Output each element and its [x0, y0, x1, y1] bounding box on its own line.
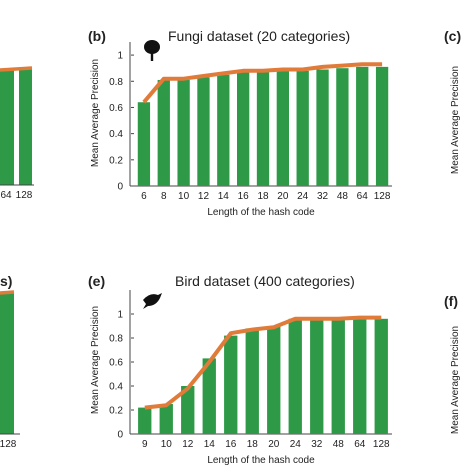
panel-b-x-tick-label: 32 — [317, 191, 329, 202]
panel-b-bar — [276, 70, 289, 186]
panel-a-bar — [19, 69, 32, 185]
panel-a-x-tick-label: 64 — [0, 190, 12, 201]
panel-b-x-tick-label: 14 — [218, 191, 230, 202]
panel-e-letter: (e) — [88, 273, 105, 289]
panel-c-y-axis-label: Mean Average Precision — [450, 66, 461, 174]
panel-e-bar — [202, 358, 216, 434]
panel-b-x-tick-label: 128 — [374, 191, 391, 202]
panel-b-bar — [316, 69, 329, 186]
panel-b-y-axis-label: Mean Average Precision — [90, 59, 101, 167]
panel-e-x-tick-label: 14 — [204, 439, 216, 450]
panel-b-bar — [375, 66, 389, 186]
panel-d-fragment: s) 128 — [0, 273, 20, 450]
panel-e-bar — [331, 318, 345, 434]
panel-e-y-axis-label: Mean Average Precision — [90, 306, 101, 414]
panel-e-title: Bird dataset (400 categories) — [175, 273, 355, 289]
panel-e-bar — [181, 386, 195, 434]
panel-b-letter: (b) — [88, 28, 106, 44]
panel-b-bar — [197, 77, 210, 186]
panel-f-fragment: (f) Mean Average Precision — [444, 293, 461, 434]
panel-e-x-tick-label: 48 — [333, 439, 345, 450]
panel-b-y-tick-label: 0.6 — [109, 103, 123, 114]
panel-b-bar — [296, 70, 309, 186]
panel-b-y-tick-label: 0.4 — [109, 129, 123, 140]
panel-d-line — [0, 290, 15, 295]
panel-e-x-tick-label: 32 — [311, 439, 323, 450]
panel-e-x-tick-label: 24 — [290, 439, 302, 450]
panel-b-y-tick-label: 0.8 — [109, 77, 123, 88]
panel-b-x-tick-label: 10 — [178, 191, 190, 202]
panel-a-fragment: 64 128 — [0, 66, 34, 201]
panel-d-bar — [0, 293, 14, 434]
panel-e-y-tick-label: 0.4 — [109, 382, 123, 393]
panel-b-x-tick-label: 16 — [238, 191, 250, 202]
panel-b-title: Fungi dataset (20 categories) — [168, 28, 350, 44]
panel-b-bar — [217, 74, 230, 186]
panel-b-x-tick-label: 48 — [337, 191, 349, 202]
panel-e-bar — [267, 326, 281, 434]
panel-e-bar — [310, 318, 324, 434]
panel-e-x-tick-label: 128 — [373, 439, 390, 450]
panel-f-letter: (f) — [444, 293, 458, 309]
panel-b-x-tick-label: 64 — [357, 191, 369, 202]
panel-e-y-tick-label: 0 — [117, 430, 123, 441]
panel-b-x-tick-label: 24 — [297, 191, 309, 202]
panel-b-bar — [336, 68, 349, 186]
panel-e-x-tick-label: 18 — [247, 439, 259, 450]
panel-e-x-tick-label: 12 — [182, 439, 194, 450]
panel-e-y-tick-label: 0.2 — [109, 406, 123, 417]
panel-e-bar — [245, 328, 259, 434]
panel-b-bar — [177, 79, 190, 186]
panel-e-bar — [374, 318, 388, 434]
panel-b: (b) Fungi dataset (20 categories) Mean A… — [88, 28, 392, 218]
panel-a-bar — [0, 69, 14, 185]
panel-b-bar — [157, 79, 170, 186]
tree-icon — [144, 40, 160, 61]
panel-d-letter: s) — [0, 273, 12, 289]
panel-a-x-tick-label: 128 — [16, 190, 33, 201]
panel-e-y-tick-label: 0.8 — [109, 334, 123, 345]
panel-b-x-tick-label: 6 — [141, 191, 147, 202]
panel-b-y-tick-label: 0.2 — [109, 155, 123, 166]
panel-e: (e) Bird dataset (400 categories) Mean A… — [88, 273, 392, 466]
panel-f-y-axis-label: Mean Average Precision — [450, 326, 461, 434]
panel-b-trend-line — [142, 62, 383, 104]
panel-b-y-tick-label: 1 — [117, 51, 123, 62]
panel-e-trend-line — [144, 315, 382, 410]
panel-e-x-tick-label: 20 — [268, 439, 280, 450]
panel-b-x-axis-label: Length of the hash code — [207, 207, 315, 218]
panel-c-fragment: (c) Mean Average Precision — [444, 28, 461, 174]
panel-b-bar — [256, 72, 270, 186]
panel-b-x-tick-label: 8 — [161, 191, 167, 202]
panel-b-x-tick-label: 12 — [198, 191, 210, 202]
panel-e-y-tick-label: 0.6 — [109, 358, 123, 369]
panel-e-x-tick-label: 64 — [354, 439, 366, 450]
panel-b-bar — [356, 66, 369, 186]
panel-b-bar — [137, 102, 151, 186]
panel-e-bar — [224, 335, 238, 434]
panel-e-bar — [138, 407, 152, 434]
panel-b-y-tick-label: 0 — [117, 182, 123, 193]
panel-b-x-tick-label: 20 — [277, 191, 289, 202]
panel-e-x-tick-label: 10 — [161, 439, 173, 450]
panel-e-y-tick-label: 1 — [117, 310, 123, 321]
panel-e-x-tick-label: 16 — [225, 439, 237, 450]
panel-a-line — [0, 66, 33, 72]
panel-c-letter: (c) — [444, 28, 461, 44]
panel-e-bar — [288, 318, 302, 434]
panel-d-x-tick-label: 128 — [0, 439, 17, 450]
panel-e-bar — [353, 318, 367, 434]
panel-b-bar — [237, 72, 250, 186]
panel-b-x-tick-label: 18 — [257, 191, 269, 202]
panel-e-x-tick-label: 9 — [142, 439, 148, 450]
bird-icon — [143, 293, 162, 309]
panel-e-bar — [159, 404, 173, 434]
panel-e-x-axis-label: Length of the hash code — [207, 455, 315, 466]
